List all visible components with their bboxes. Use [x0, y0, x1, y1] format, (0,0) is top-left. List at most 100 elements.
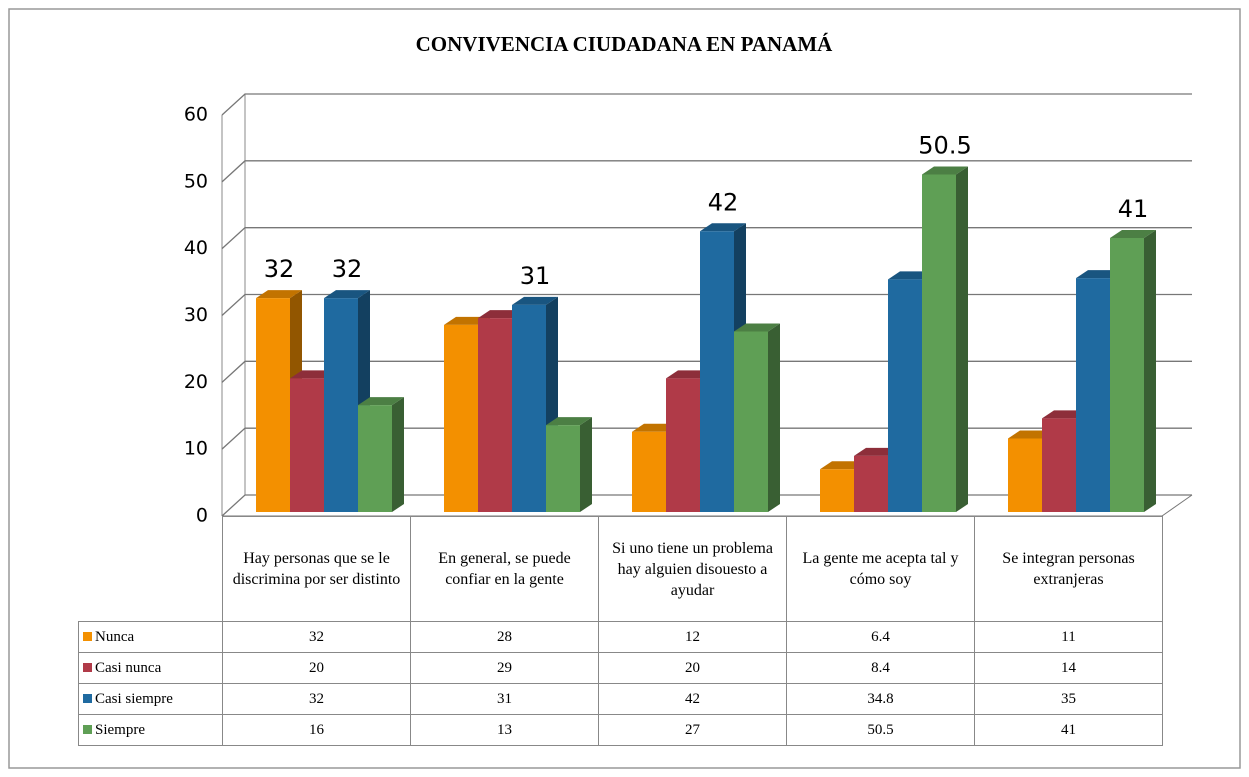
legend-text: Siempre	[95, 721, 145, 738]
category-label: En general, se puede confiar en la gente	[410, 516, 599, 622]
bar-face	[546, 417, 592, 426]
legend-text: Nunca	[95, 628, 135, 645]
table-value: 35	[974, 683, 1163, 715]
bar	[1110, 229, 1156, 512]
bar-face	[666, 378, 700, 512]
bar-face	[512, 296, 558, 305]
y-tick-label: 60	[184, 104, 208, 126]
legend-key	[83, 693, 92, 703]
grid-line	[221, 360, 1192, 383]
bar-face	[1144, 229, 1156, 512]
bar-face	[290, 378, 324, 512]
bar-face	[1076, 278, 1110, 512]
table-value: 29	[410, 652, 599, 684]
bar	[734, 323, 780, 512]
y-tick-label: 0	[196, 505, 208, 527]
bar-face	[922, 174, 956, 512]
bar-face	[700, 223, 746, 232]
legend-key	[83, 631, 92, 641]
bar-face	[820, 469, 854, 512]
bar-face	[1042, 418, 1076, 512]
grid-line	[221, 160, 1192, 183]
table-value: 11	[974, 621, 1163, 653]
bar-face	[854, 455, 888, 512]
bar-face	[324, 290, 370, 299]
bar-face	[1008, 438, 1042, 512]
bar-face	[392, 397, 404, 512]
series-row: Nunca 32 28 12 6.4 11	[78, 621, 1163, 653]
grid-line	[221, 227, 1192, 250]
data-label: 32	[264, 255, 295, 283]
table-value: 20	[598, 652, 787, 684]
data-label: 50.5	[918, 131, 971, 159]
bar	[358, 397, 404, 512]
legend-entry: Casi nunca	[78, 652, 223, 684]
bar-face	[324, 298, 358, 512]
table-value: 14	[974, 652, 1163, 684]
data-table: Hay personas que se le discrimina por se…	[78, 516, 1163, 746]
data-label: 42	[708, 188, 739, 216]
chart-title: CONVIVENCIA CIUDADANA EN PANAMÁ	[416, 32, 834, 56]
bar-face	[734, 323, 780, 332]
legend-entry: Nunca	[78, 621, 223, 653]
legend-text: Casi siempre	[95, 690, 173, 707]
category-label: Se integran personas extranjeras	[974, 516, 1163, 622]
legend-entry: Siempre	[78, 714, 223, 746]
table-value: 8.4	[786, 652, 975, 684]
bar-face	[734, 331, 768, 512]
legend-entry: Casi siempre	[78, 683, 223, 715]
bar-face	[256, 290, 302, 299]
legend-key	[83, 724, 92, 734]
bar	[546, 417, 592, 512]
bar-face	[956, 166, 968, 512]
bar-face	[888, 279, 922, 512]
bar-face	[358, 405, 392, 512]
data-label: 32	[332, 255, 363, 283]
table-value: 50.5	[786, 714, 975, 746]
bar-face	[580, 417, 592, 512]
category-label: La gente me acepta tal y cómo soy	[786, 516, 975, 622]
bar-face	[256, 298, 290, 512]
table-value: 12	[598, 621, 787, 653]
bar-face	[700, 231, 734, 513]
table-value: 41	[974, 714, 1163, 746]
table-value: 32	[222, 621, 411, 653]
series-row: Siempre 16 13 27 50.5 41	[78, 714, 1163, 746]
table-value: 16	[222, 714, 411, 746]
bar-face	[512, 304, 546, 512]
bar-face	[358, 397, 404, 406]
data-label: 41	[1118, 195, 1149, 223]
table-value: 27	[598, 714, 787, 746]
y-tick-label: 20	[184, 371, 208, 393]
category-label: Si uno tiene un problema hay alguien dis…	[598, 516, 787, 622]
bar-face	[922, 166, 968, 175]
bar-face	[1110, 237, 1144, 512]
grid-line	[221, 427, 1192, 450]
table-value: 32	[222, 683, 411, 715]
bar-face	[1110, 229, 1156, 238]
bar-face	[444, 324, 478, 512]
table-value: 42	[598, 683, 787, 715]
bar-face	[632, 431, 666, 512]
table-value: 20	[222, 652, 411, 684]
data-label: 31	[520, 262, 551, 290]
series-row: Casi nunca 20 29 20 8.4 14	[78, 652, 1163, 684]
table-value: 28	[410, 621, 599, 653]
bar-face	[768, 323, 780, 512]
y-tick-label: 40	[184, 237, 208, 259]
table-value: 13	[410, 714, 599, 746]
legend-text: Casi nunca	[95, 659, 162, 676]
table-value: 34.8	[786, 683, 975, 715]
bar	[922, 166, 968, 512]
y-tick-label: 30	[184, 304, 208, 326]
series-row: Casi siempre 32 31 42 34.8 35	[78, 683, 1163, 715]
legend-key	[83, 662, 92, 672]
grid-line	[221, 293, 1192, 316]
table-value: 31	[410, 683, 599, 715]
y-tick-label: 10	[184, 438, 208, 460]
grid-line	[221, 93, 1192, 116]
table-value: 6.4	[786, 621, 975, 653]
header-row: Hay personas que se le discrimina por se…	[79, 516, 1163, 622]
y-tick-label: 50	[184, 170, 208, 192]
